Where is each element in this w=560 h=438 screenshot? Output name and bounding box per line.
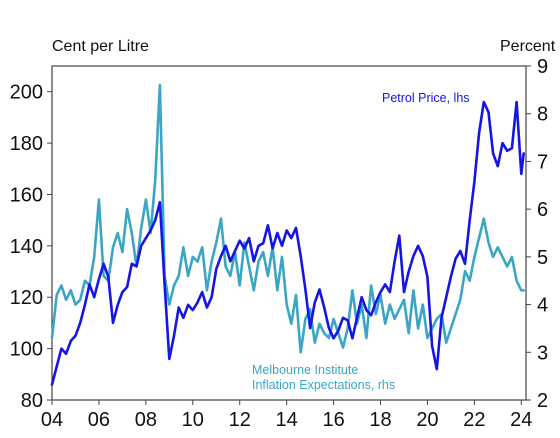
left-tick-label: 160	[10, 184, 43, 206]
x-tick-label: 20	[416, 409, 438, 431]
x-tick-label: 06	[88, 409, 110, 431]
right-tick-label: 5	[537, 247, 548, 269]
series-layer	[50, 83, 525, 386]
left-tick-label: 100	[10, 339, 43, 361]
inflation-expectations-annotation-line1: Melbourne Institute	[252, 363, 358, 377]
right-tick-label: 7	[537, 151, 548, 173]
petrol-price-line	[50, 100, 525, 386]
left-axis-ticks: 80 100 120 140 160 180 200	[10, 82, 52, 412]
petrol-price-annotation: Petrol Price, lhs	[382, 91, 470, 105]
right-tick-label: 2	[537, 390, 548, 412]
right-axis-unit-label: Percent	[500, 38, 556, 55]
right-tick-label: 9	[537, 56, 548, 78]
x-tick-label: 16	[322, 409, 344, 431]
right-axis-ticks: 2 3 4 5 6 7 8 9	[526, 56, 548, 412]
inflation-expectations-line	[50, 83, 525, 354]
left-tick-label: 80	[21, 390, 43, 412]
x-tick-label: 10	[182, 409, 204, 431]
left-tick-label: 120	[10, 287, 43, 309]
x-tick-label: 04	[41, 409, 63, 431]
plot-area-frame	[51, 65, 527, 401]
x-tick-label: 24	[510, 409, 532, 431]
inflation-expectations-annotation-line2: Inflation Expectations, rhs	[252, 378, 395, 392]
right-tick-label: 6	[537, 199, 548, 221]
x-tick-label: 14	[276, 409, 298, 431]
x-tick-label: 18	[369, 409, 391, 431]
x-tick-label: 12	[229, 409, 251, 431]
right-tick-label: 3	[537, 342, 548, 364]
x-tick-label: 22	[463, 409, 485, 431]
left-axis-unit-label: Cent per Litre	[52, 38, 149, 55]
left-tick-label: 140	[10, 236, 43, 258]
right-tick-label: 4	[537, 295, 548, 317]
x-axis-ticks: 04 06 08 10 12 14 16 18 20 22 24	[41, 400, 532, 431]
left-tick-label: 200	[10, 82, 43, 104]
x-tick-label: 08	[135, 409, 157, 431]
right-tick-label: 8	[537, 104, 548, 126]
left-tick-label: 180	[10, 133, 43, 155]
